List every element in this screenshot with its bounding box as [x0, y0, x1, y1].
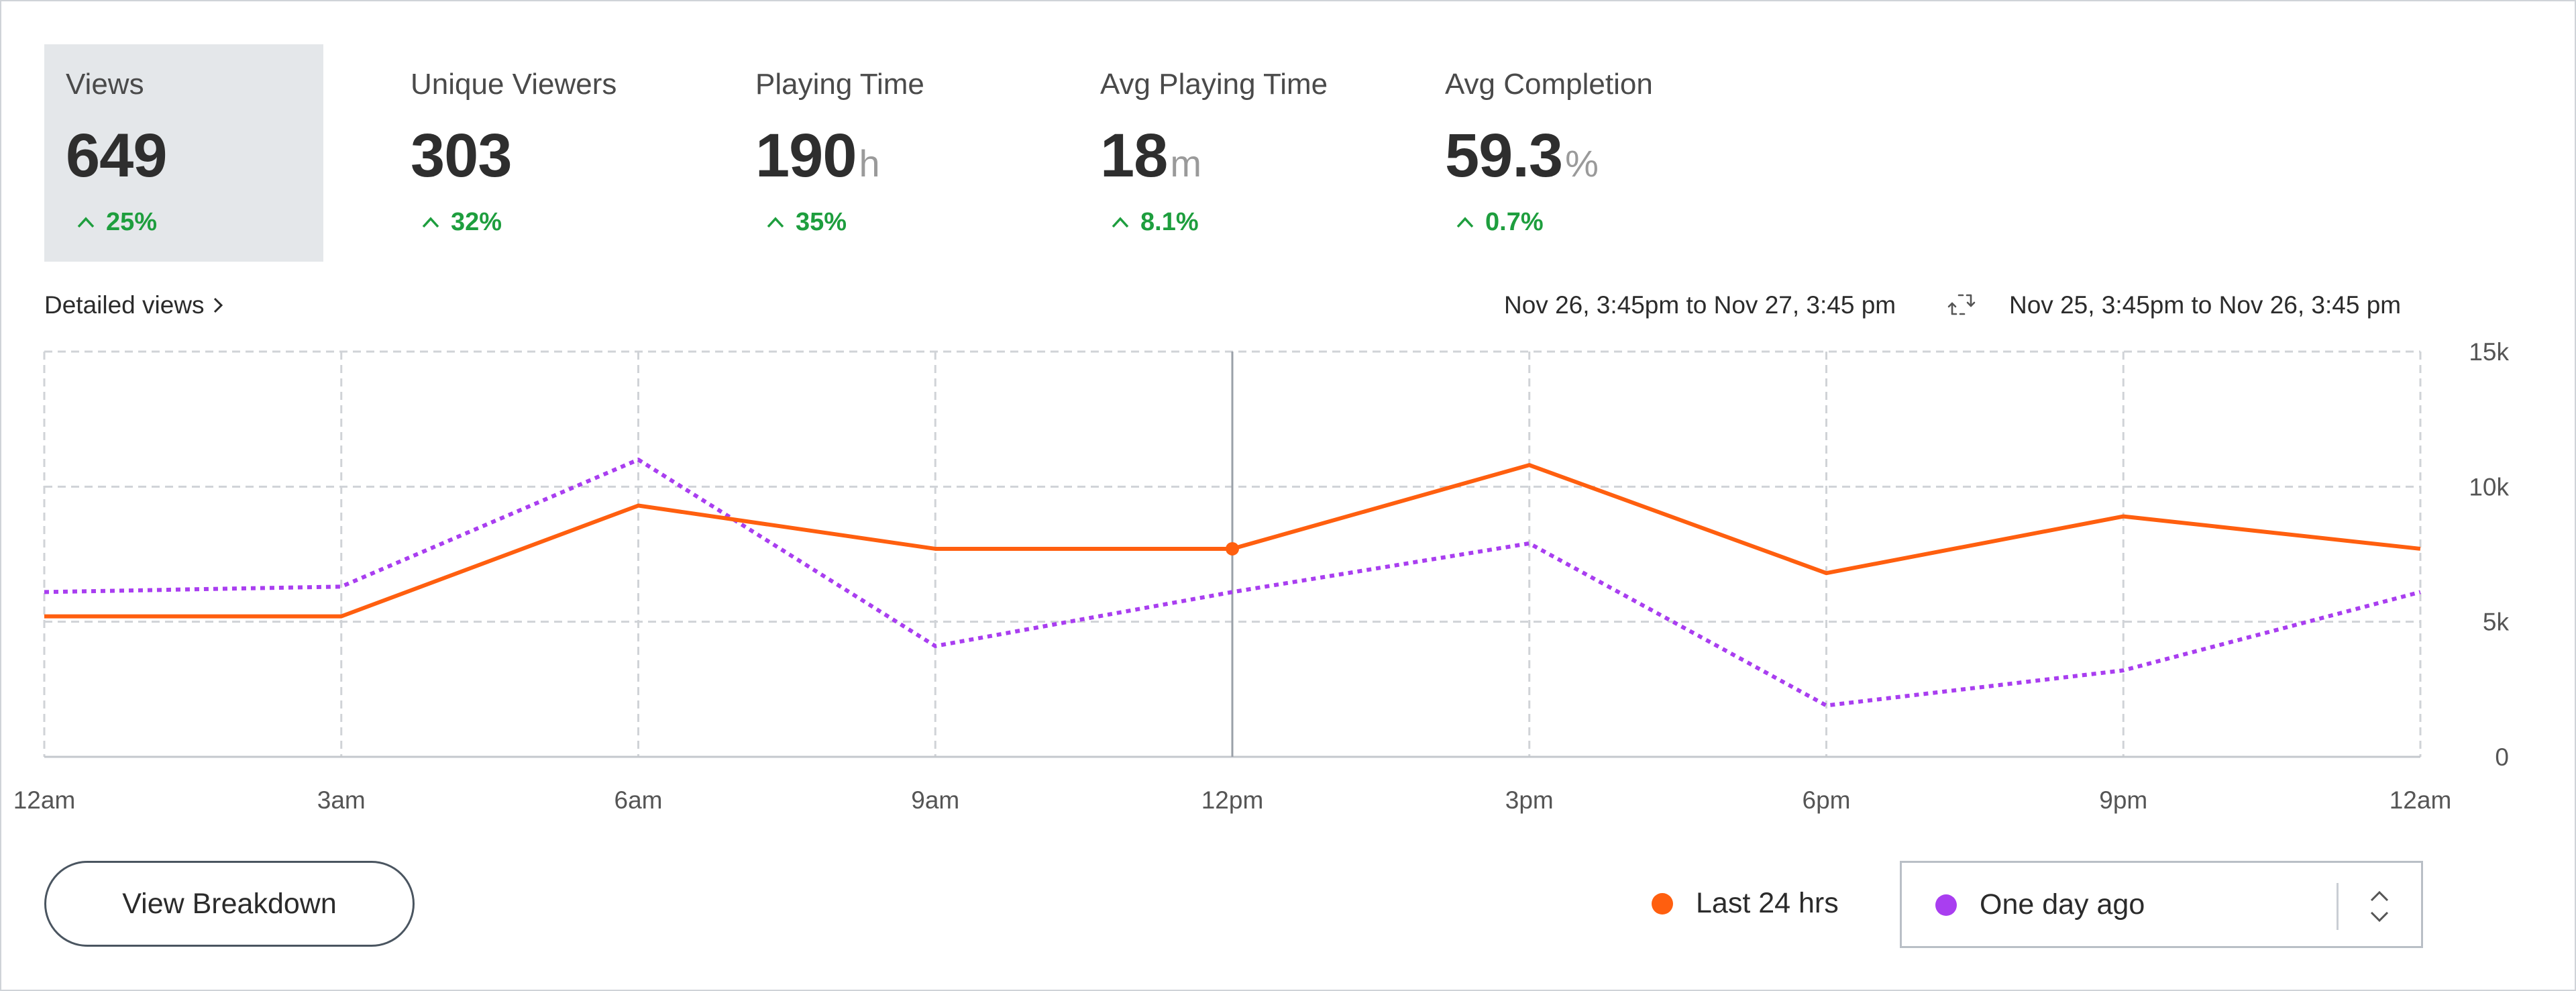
- compare-period-select[interactable]: One day ago: [1900, 861, 2423, 948]
- compare-series-dot: [1935, 894, 1957, 916]
- metric-delta: 0.7%: [1445, 209, 1703, 235]
- metric-value: 190: [755, 121, 857, 190]
- metric-delta-value: 35%: [796, 208, 847, 236]
- metric-value: 649: [66, 121, 167, 190]
- chevron-right-icon: [213, 297, 223, 313]
- metric-value: 59.3: [1445, 121, 1563, 190]
- compare-date-range: Nov 25, 3:45pm to Nov 26, 3:45 pm: [2009, 291, 2402, 319]
- metric-tile[interactable]: Unique Viewers 303 32%: [389, 44, 668, 262]
- metric-delta-value: 0.7%: [1485, 208, 1544, 236]
- metric-tile[interactable]: Playing Time 190h 35%: [734, 44, 1013, 262]
- arrow-up-icon: [77, 217, 95, 228]
- swap-icon[interactable]: [1947, 290, 1976, 319]
- metric-tile[interactable]: Views 649 25%: [44, 44, 323, 262]
- current-date-range: Nov 26, 3:45pm to Nov 27, 3:45 pm: [1504, 291, 1896, 319]
- metric-delta: 35%: [755, 209, 1013, 235]
- metric-delta-value: 25%: [106, 208, 158, 236]
- metric-label: Avg Completion: [1445, 68, 1653, 101]
- arrow-up-icon: [1456, 217, 1474, 228]
- metric-delta-value: 8.1%: [1140, 208, 1199, 236]
- detailed-views-link[interactable]: Detailed views: [44, 291, 223, 319]
- metric-label: Playing Time: [755, 68, 924, 101]
- metric-label: Avg Playing Time: [1100, 68, 1328, 101]
- metric-unit: %: [1565, 142, 1599, 185]
- metric-unit: m: [1170, 142, 1201, 185]
- metric-label: Unique Viewers: [411, 68, 617, 101]
- current-series-dot: [1652, 892, 1673, 915]
- chevron-up-down-icon: [2370, 890, 2389, 923]
- metric-delta: 25%: [66, 209, 323, 235]
- metric-value: 303: [411, 121, 512, 190]
- metric-tile[interactable]: Avg Completion 59.3% 0.7%: [1424, 44, 1703, 262]
- detailed-views-label: Detailed views: [44, 291, 205, 319]
- view-breakdown-button[interactable]: View Breakdown: [44, 861, 415, 947]
- metric-delta: 32%: [411, 209, 668, 235]
- legend-current: Last 24 hrs: [1652, 887, 1839, 920]
- metric-tile[interactable]: Avg Playing Time 18m 8.1%: [1079, 44, 1358, 262]
- metric-value: 18: [1100, 121, 1168, 190]
- metric-delta: 8.1%: [1100, 209, 1358, 235]
- legend-current-label: Last 24 hrs: [1696, 887, 1839, 919]
- arrow-up-icon: [422, 217, 439, 228]
- metric-unit: h: [859, 142, 880, 185]
- arrow-up-icon: [1112, 217, 1129, 228]
- arrow-up-icon: [767, 217, 784, 228]
- metric-delta-value: 32%: [451, 208, 502, 236]
- compare-select-value: One day ago: [1980, 888, 2145, 921]
- select-divider: [2337, 883, 2339, 930]
- metric-label: Views: [66, 68, 144, 101]
